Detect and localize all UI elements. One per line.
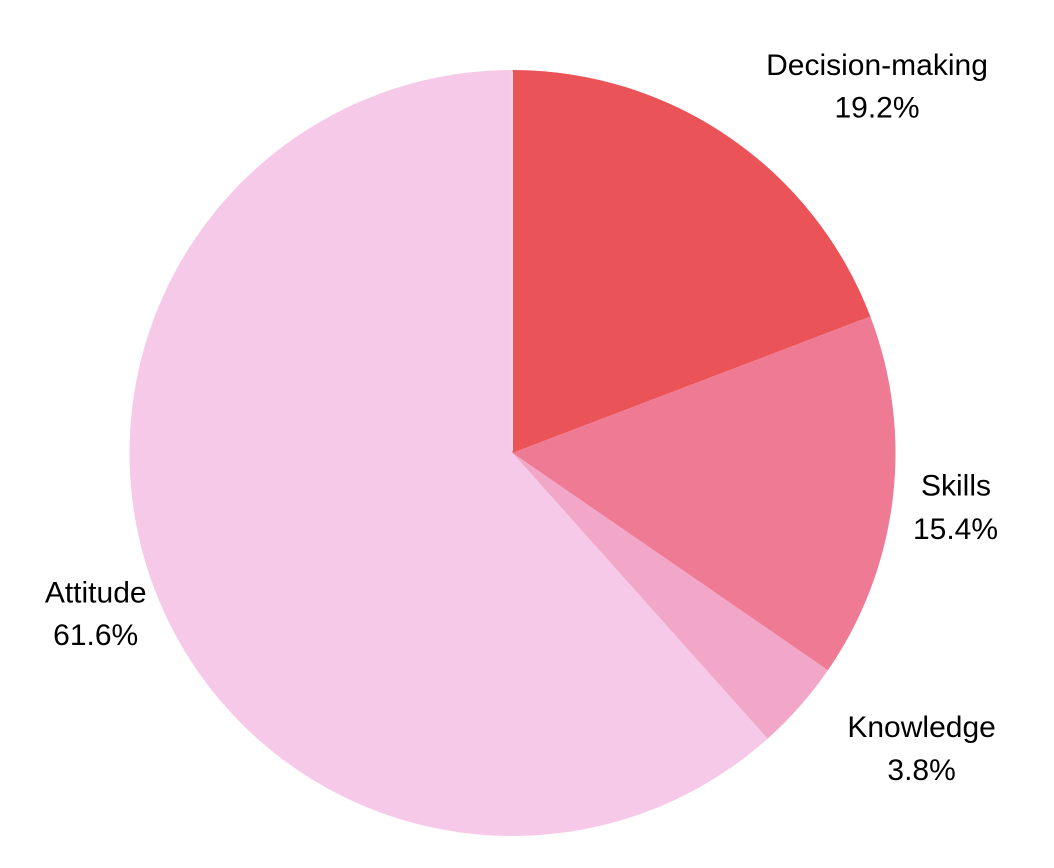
svg-text:15.4%: 15.4% <box>913 513 998 546</box>
svg-text:Knowledge: Knowledge <box>847 711 995 744</box>
svg-text:3.8%: 3.8% <box>887 754 955 787</box>
svg-text:61.6%: 61.6% <box>53 619 138 652</box>
svg-text:Decision-making: Decision-making <box>766 49 988 82</box>
svg-text:Attitude: Attitude <box>45 577 147 610</box>
svg-text:Skills: Skills <box>921 470 991 503</box>
svg-text:19.2%: 19.2% <box>834 92 919 125</box>
